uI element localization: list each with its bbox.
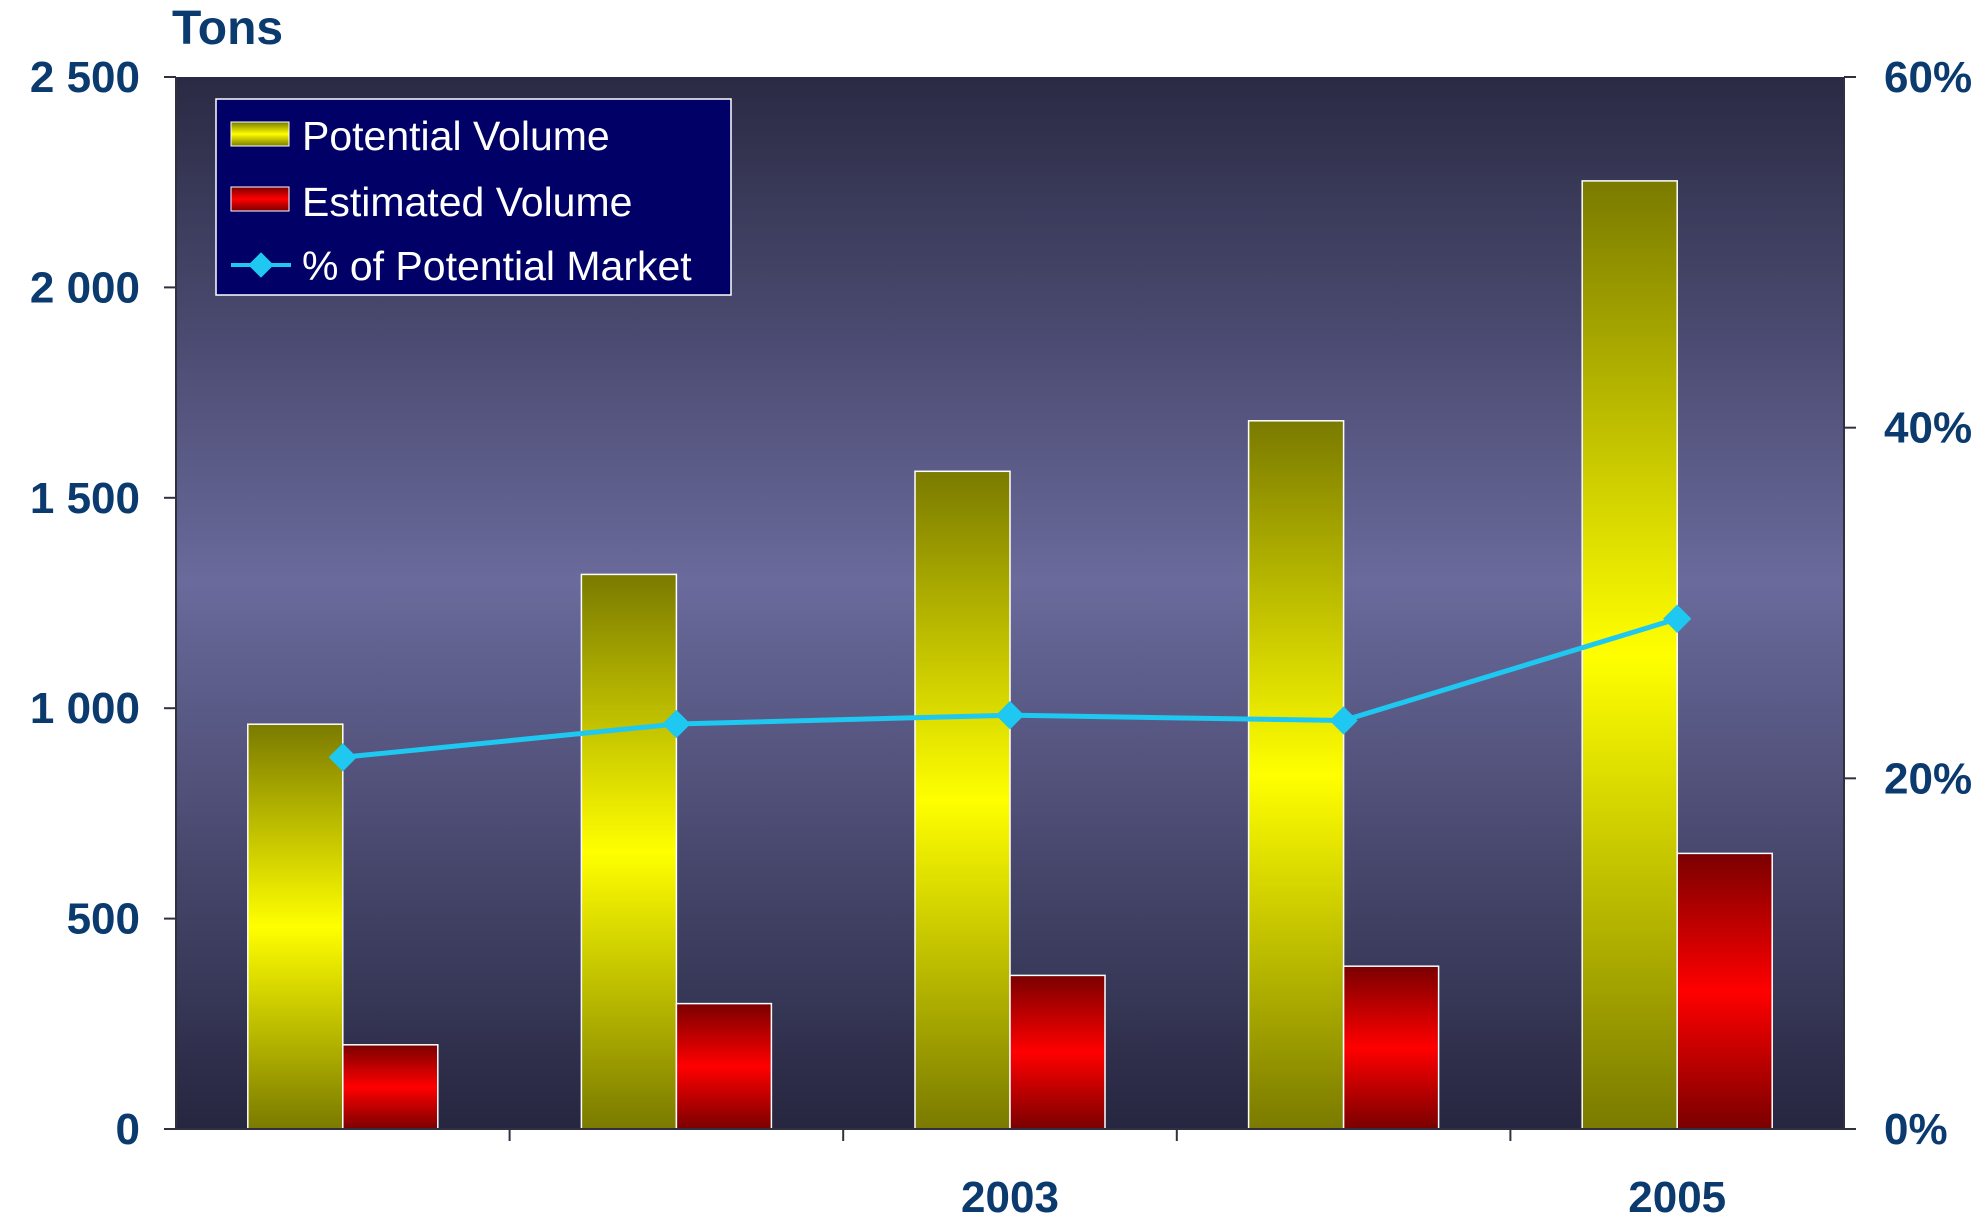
marker-potential-market (328, 743, 357, 772)
bar-estimated-volume (1676, 852, 1773, 1130)
bar-estimated-volume (675, 1002, 773, 1130)
legend-swatch-potential-volume (230, 121, 290, 147)
bar-estimated-volume (1342, 965, 1440, 1130)
marker-potential-market (662, 709, 691, 739)
y-tick-label-right: 20% (1884, 754, 1972, 803)
marker-potential-market (995, 701, 1025, 730)
line-layer (328, 604, 1692, 772)
legend-marker-potential-market (248, 252, 274, 278)
bar-estimated-volume (342, 1044, 439, 1130)
y-tick-label-left: 2 000 (30, 263, 140, 312)
legend-label-potential-market: % of Potential Market (302, 243, 692, 289)
legend-box (215, 98, 732, 296)
bar-potential-volume (914, 470, 1011, 1130)
bar-estimated-volume (1009, 974, 1106, 1130)
legend: Potential Volume Estimated Volume % of P… (215, 98, 732, 296)
bar-potential-volume (247, 723, 344, 1130)
y-tick-label-right: 40% (1884, 404, 1972, 453)
x-tick-label: 2005 (1628, 1173, 1726, 1219)
legend-label-potential-volume: Potential Volume (302, 113, 610, 159)
y-tick-label-left: 2 500 (30, 53, 140, 102)
axes-layer: 0 500 1 000 1 500 2 000 2 500 0% 20% 40% 60% 2003 2… (30, 53, 1972, 1219)
marker-potential-market (1329, 706, 1358, 735)
legend-swatch-estimated-volume (230, 186, 290, 212)
bar-potential-volume (1581, 180, 1678, 1130)
legend-label-estimated-volume: Estimated Volume (302, 179, 632, 225)
bars-layer (247, 180, 1773, 1130)
y-tick-label-left: 0 (116, 1105, 140, 1154)
bar-potential-volume (1247, 420, 1345, 1130)
bar-potential-volume (580, 573, 678, 1130)
y-tick-label-right: 0% (1884, 1105, 1948, 1154)
y-tick-label-left: 500 (67, 895, 140, 944)
y-tick-label-left: 1 000 (30, 684, 140, 733)
marker-potential-market (1663, 604, 1692, 633)
y-unit-label: Tons (172, 2, 283, 55)
x-tick-label: 2003 (961, 1173, 1059, 1219)
y-tick-label-right: 60% (1884, 53, 1972, 102)
y-tick-label-left: 1 500 (30, 474, 140, 523)
